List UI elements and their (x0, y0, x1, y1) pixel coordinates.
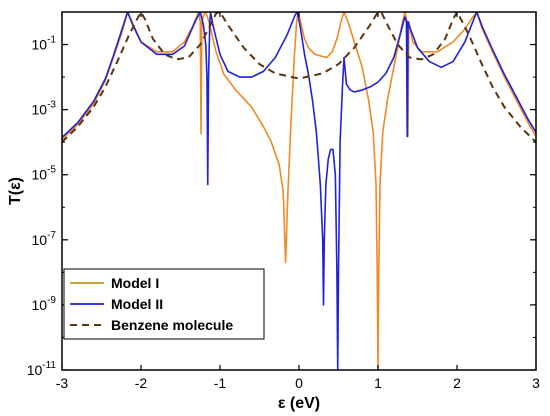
x-tick-label-3: 0 (295, 375, 303, 391)
x-tick-label-2: -1 (214, 375, 227, 391)
legend: Model I Model II Benzene molecule (63, 268, 265, 340)
series-layer (62, 12, 536, 370)
x-axis-label: ε (eV) (278, 395, 320, 412)
x-tick-label-5: 2 (453, 375, 461, 391)
legend-label-0: Model I (111, 275, 159, 291)
series-line-1 (62, 12, 536, 370)
series-line-2 (62, 12, 536, 143)
x-tick-label-6: 3 (532, 375, 540, 391)
y-tick-label-2: 10-7 (32, 230, 57, 248)
x-tick-label-0: -3 (56, 375, 69, 391)
x-tick-label-1: -2 (135, 375, 148, 391)
y-tick-label-5: 10-1 (32, 35, 57, 53)
legend-label-1: Model II (111, 296, 163, 312)
y-axis-label: T(ε) (7, 177, 24, 205)
legend-label-2: Benzene molecule (111, 317, 233, 333)
y-tick-label-0: 10-11 (27, 360, 57, 378)
y-tick-label-3: 10-5 (32, 165, 57, 183)
y-tick-label-1: 10-9 (32, 295, 57, 313)
x-tick-label-4: 1 (374, 375, 382, 391)
y-tick-label-4: 10-3 (32, 100, 57, 118)
